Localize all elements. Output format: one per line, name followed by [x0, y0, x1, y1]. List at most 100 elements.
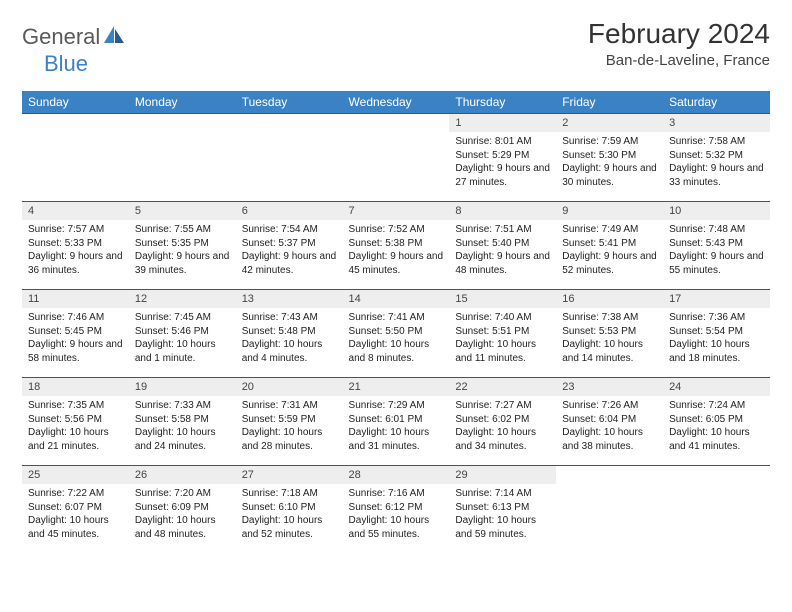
- day-details: Sunrise: 7:51 AMSunset: 5:40 PMDaylight:…: [449, 220, 556, 281]
- day-cell: 4Sunrise: 7:57 AMSunset: 5:33 PMDaylight…: [22, 202, 129, 290]
- daylight-text: Daylight: 10 hours and 18 minutes.: [669, 338, 764, 365]
- day-cell: 18Sunrise: 7:35 AMSunset: 5:56 PMDayligh…: [22, 378, 129, 466]
- sail-icon: [104, 26, 126, 49]
- day-cell: 9Sunrise: 7:49 AMSunset: 5:41 PMDaylight…: [556, 202, 663, 290]
- sunrise-text: Sunrise: 7:40 AM: [455, 311, 550, 325]
- day-number: 4: [22, 202, 129, 220]
- day-cell: 27Sunrise: 7:18 AMSunset: 6:10 PMDayligh…: [236, 466, 343, 554]
- sunrise-text: Sunrise: 7:35 AM: [28, 399, 123, 413]
- day-details: Sunrise: 7:33 AMSunset: 5:58 PMDaylight:…: [129, 396, 236, 457]
- daylight-text: Daylight: 9 hours and 45 minutes.: [349, 250, 444, 277]
- week-row: 11Sunrise: 7:46 AMSunset: 5:45 PMDayligh…: [22, 290, 770, 378]
- day-number: 18: [22, 378, 129, 396]
- day-details: Sunrise: 7:29 AMSunset: 6:01 PMDaylight:…: [343, 396, 450, 457]
- brand-logo: General: [22, 24, 128, 50]
- sunrise-text: Sunrise: 7:14 AM: [455, 487, 550, 501]
- day-cell: 22Sunrise: 7:27 AMSunset: 6:02 PMDayligh…: [449, 378, 556, 466]
- day-details: Sunrise: 7:18 AMSunset: 6:10 PMDaylight:…: [236, 484, 343, 545]
- day-cell: 3Sunrise: 7:58 AMSunset: 5:32 PMDaylight…: [663, 114, 770, 202]
- day-details: Sunrise: 7:40 AMSunset: 5:51 PMDaylight:…: [449, 308, 556, 369]
- day-number: 20: [236, 378, 343, 396]
- day-cell: 7Sunrise: 7:52 AMSunset: 5:38 PMDaylight…: [343, 202, 450, 290]
- calendar-body: ....1Sunrise: 8:01 AMSunset: 5:29 PMDayl…: [22, 114, 770, 554]
- day-cell: 15Sunrise: 7:40 AMSunset: 5:51 PMDayligh…: [449, 290, 556, 378]
- sunset-text: Sunset: 6:10 PM: [242, 501, 337, 515]
- sunset-text: Sunset: 5:35 PM: [135, 237, 230, 251]
- day-number: 23: [556, 378, 663, 396]
- day-number: 13: [236, 290, 343, 308]
- daylight-text: Daylight: 10 hours and 34 minutes.: [455, 426, 550, 453]
- day-cell: 16Sunrise: 7:38 AMSunset: 5:53 PMDayligh…: [556, 290, 663, 378]
- sunrise-text: Sunrise: 7:58 AM: [669, 135, 764, 149]
- day-number: 29: [449, 466, 556, 484]
- day-details: Sunrise: 7:16 AMSunset: 6:12 PMDaylight:…: [343, 484, 450, 545]
- week-row: ....1Sunrise: 8:01 AMSunset: 5:29 PMDayl…: [22, 114, 770, 202]
- sunrise-text: Sunrise: 7:33 AM: [135, 399, 230, 413]
- day-cell: .: [663, 466, 770, 554]
- sunset-text: Sunset: 5:50 PM: [349, 325, 444, 339]
- day-details: Sunrise: 7:55 AMSunset: 5:35 PMDaylight:…: [129, 220, 236, 281]
- day-details: Sunrise: 7:26 AMSunset: 6:04 PMDaylight:…: [556, 396, 663, 457]
- day-header: Wednesday: [343, 91, 450, 114]
- day-number: 17: [663, 290, 770, 308]
- sunrise-text: Sunrise: 7:27 AM: [455, 399, 550, 413]
- location-label: Ban-de-Laveline, France: [588, 52, 770, 69]
- day-cell: 8Sunrise: 7:51 AMSunset: 5:40 PMDaylight…: [449, 202, 556, 290]
- sunset-text: Sunset: 6:01 PM: [349, 413, 444, 427]
- daylight-text: Daylight: 9 hours and 48 minutes.: [455, 250, 550, 277]
- day-cell: 26Sunrise: 7:20 AMSunset: 6:09 PMDayligh…: [129, 466, 236, 554]
- week-row: 25Sunrise: 7:22 AMSunset: 6:07 PMDayligh…: [22, 466, 770, 554]
- day-number: 6: [236, 202, 343, 220]
- sunrise-text: Sunrise: 7:22 AM: [28, 487, 123, 501]
- sunrise-text: Sunrise: 7:29 AM: [349, 399, 444, 413]
- sunrise-text: Sunrise: 7:54 AM: [242, 223, 337, 237]
- day-details: Sunrise: 7:45 AMSunset: 5:46 PMDaylight:…: [129, 308, 236, 369]
- sunset-text: Sunset: 5:53 PM: [562, 325, 657, 339]
- day-cell: 23Sunrise: 7:26 AMSunset: 6:04 PMDayligh…: [556, 378, 663, 466]
- daylight-text: Daylight: 10 hours and 1 minute.: [135, 338, 230, 365]
- sunset-text: Sunset: 5:54 PM: [669, 325, 764, 339]
- daylight-text: Daylight: 10 hours and 41 minutes.: [669, 426, 764, 453]
- daylight-text: Daylight: 10 hours and 28 minutes.: [242, 426, 337, 453]
- day-number: 5: [129, 202, 236, 220]
- day-number: 7: [343, 202, 450, 220]
- sunrise-text: Sunrise: 7:46 AM: [28, 311, 123, 325]
- day-number: 27: [236, 466, 343, 484]
- day-details: Sunrise: 7:20 AMSunset: 6:09 PMDaylight:…: [129, 484, 236, 545]
- week-row: 18Sunrise: 7:35 AMSunset: 5:56 PMDayligh…: [22, 378, 770, 466]
- day-details: Sunrise: 7:58 AMSunset: 5:32 PMDaylight:…: [663, 132, 770, 193]
- day-details: Sunrise: 7:46 AMSunset: 5:45 PMDaylight:…: [22, 308, 129, 369]
- day-number: 14: [343, 290, 450, 308]
- daylight-text: Daylight: 9 hours and 33 minutes.: [669, 162, 764, 189]
- day-cell: .: [236, 114, 343, 202]
- day-number: 19: [129, 378, 236, 396]
- daylight-text: Daylight: 10 hours and 31 minutes.: [349, 426, 444, 453]
- day-cell: 11Sunrise: 7:46 AMSunset: 5:45 PMDayligh…: [22, 290, 129, 378]
- day-details: Sunrise: 7:24 AMSunset: 6:05 PMDaylight:…: [663, 396, 770, 457]
- sunrise-text: Sunrise: 7:38 AM: [562, 311, 657, 325]
- sunrise-text: Sunrise: 7:20 AM: [135, 487, 230, 501]
- daylight-text: Daylight: 9 hours and 39 minutes.: [135, 250, 230, 277]
- day-cell: 24Sunrise: 7:24 AMSunset: 6:05 PMDayligh…: [663, 378, 770, 466]
- daylight-text: Daylight: 9 hours and 27 minutes.: [455, 162, 550, 189]
- calendar-page: General February 2024 Ban-de-Laveline, F…: [0, 0, 792, 554]
- daylight-text: Daylight: 9 hours and 36 minutes.: [28, 250, 123, 277]
- daylight-text: Daylight: 10 hours and 4 minutes.: [242, 338, 337, 365]
- day-details: Sunrise: 7:41 AMSunset: 5:50 PMDaylight:…: [343, 308, 450, 369]
- sunset-text: Sunset: 5:43 PM: [669, 237, 764, 251]
- day-details: Sunrise: 7:14 AMSunset: 6:13 PMDaylight:…: [449, 484, 556, 545]
- daylight-text: Daylight: 10 hours and 11 minutes.: [455, 338, 550, 365]
- sunset-text: Sunset: 5:51 PM: [455, 325, 550, 339]
- daylight-text: Daylight: 10 hours and 38 minutes.: [562, 426, 657, 453]
- day-number: 2: [556, 114, 663, 132]
- day-header: Thursday: [449, 91, 556, 114]
- day-cell: 2Sunrise: 7:59 AMSunset: 5:30 PMDaylight…: [556, 114, 663, 202]
- sunrise-text: Sunrise: 7:24 AM: [669, 399, 764, 413]
- day-number: 1: [449, 114, 556, 132]
- day-number: 16: [556, 290, 663, 308]
- calendar-table: Sunday Monday Tuesday Wednesday Thursday…: [22, 91, 770, 554]
- daylight-text: Daylight: 10 hours and 59 minutes.: [455, 514, 550, 541]
- day-details: Sunrise: 7:49 AMSunset: 5:41 PMDaylight:…: [556, 220, 663, 281]
- day-header: Friday: [556, 91, 663, 114]
- logo-text-general: General: [22, 24, 100, 50]
